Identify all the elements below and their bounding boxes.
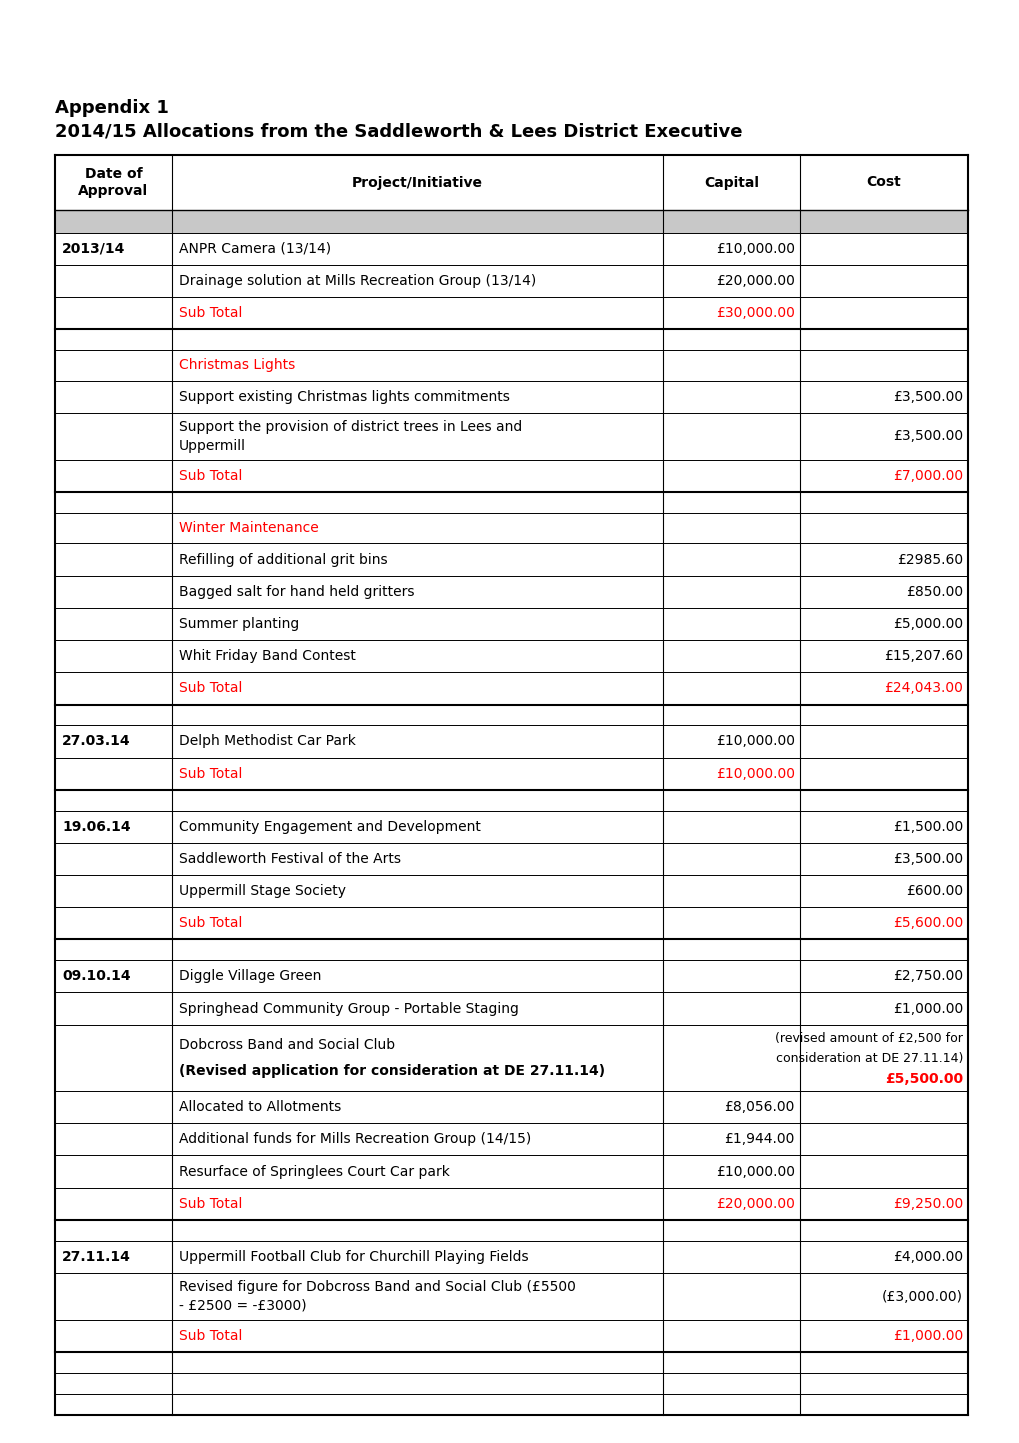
Text: Summer planting: Summer planting bbox=[178, 618, 299, 631]
Text: £600.00: £600.00 bbox=[905, 885, 962, 898]
Text: Sub Total: Sub Total bbox=[178, 306, 243, 320]
Text: Whit Friday Band Contest: Whit Friday Band Contest bbox=[178, 649, 356, 664]
Text: 27.03.14: 27.03.14 bbox=[62, 734, 130, 749]
Text: Allocated to Allotments: Allocated to Allotments bbox=[178, 1100, 341, 1114]
Text: £5,000.00: £5,000.00 bbox=[892, 618, 962, 631]
Text: £2,750.00: £2,750.00 bbox=[892, 970, 962, 983]
Text: (revised amount of £2,500 for: (revised amount of £2,500 for bbox=[774, 1032, 962, 1045]
Text: £7,000.00: £7,000.00 bbox=[892, 469, 962, 483]
Text: Uppermill: Uppermill bbox=[178, 439, 246, 453]
Text: Sub Total: Sub Total bbox=[178, 681, 243, 696]
Text: Saddleworth Festival of the Arts: Saddleworth Festival of the Arts bbox=[178, 851, 400, 866]
Text: Sub Total: Sub Total bbox=[178, 1196, 243, 1211]
Text: £15,207.60: £15,207.60 bbox=[883, 649, 962, 664]
Text: £20,000.00: £20,000.00 bbox=[715, 1196, 794, 1211]
Text: £5,500.00: £5,500.00 bbox=[884, 1072, 962, 1087]
Text: Winter Maintenance: Winter Maintenance bbox=[178, 521, 319, 535]
Text: £9,250.00: £9,250.00 bbox=[892, 1196, 962, 1211]
Text: Community Engagement and Development: Community Engagement and Development bbox=[178, 820, 480, 834]
Text: £24,043.00: £24,043.00 bbox=[883, 681, 962, 696]
Text: 27.11.14: 27.11.14 bbox=[62, 1250, 130, 1264]
Text: £10,000.00: £10,000.00 bbox=[715, 734, 794, 749]
Text: (Revised application for consideration at DE 27.11.14): (Revised application for consideration a… bbox=[178, 1063, 604, 1078]
Text: £4,000.00: £4,000.00 bbox=[892, 1250, 962, 1264]
Text: Appendix 1: Appendix 1 bbox=[55, 100, 169, 117]
Text: £10,000.00: £10,000.00 bbox=[715, 242, 794, 255]
Text: Sub Total: Sub Total bbox=[178, 916, 243, 931]
Text: Christmas Lights: Christmas Lights bbox=[178, 358, 294, 372]
Text: £10,000.00: £10,000.00 bbox=[715, 1165, 794, 1179]
Text: £3,500.00: £3,500.00 bbox=[892, 851, 962, 866]
Text: ANPR Camera (13/14): ANPR Camera (13/14) bbox=[178, 242, 331, 255]
Text: Additional funds for Mills Recreation Group (14/15): Additional funds for Mills Recreation Gr… bbox=[178, 1133, 531, 1146]
Text: 09.10.14: 09.10.14 bbox=[62, 970, 130, 983]
Text: Sub Total: Sub Total bbox=[178, 766, 243, 781]
Text: Dobcross Band and Social Club: Dobcross Band and Social Club bbox=[178, 1038, 394, 1052]
Text: consideration at DE 27.11.14): consideration at DE 27.11.14) bbox=[774, 1052, 962, 1065]
Bar bbox=[55, 211, 967, 232]
Text: - £2500 = -£3000): - £2500 = -£3000) bbox=[178, 1299, 307, 1313]
Text: Bagged salt for hand held gritters: Bagged salt for hand held gritters bbox=[178, 584, 414, 599]
Text: 2013/14: 2013/14 bbox=[62, 242, 125, 255]
Text: £1,944.00: £1,944.00 bbox=[723, 1133, 794, 1146]
Text: £5,600.00: £5,600.00 bbox=[892, 916, 962, 931]
Text: Diggle Village Green: Diggle Village Green bbox=[178, 970, 321, 983]
Text: Support the provision of district trees in Lees and: Support the provision of district trees … bbox=[178, 420, 522, 434]
Text: Capital: Capital bbox=[703, 176, 758, 189]
Text: £1,500.00: £1,500.00 bbox=[892, 820, 962, 834]
Text: £20,000.00: £20,000.00 bbox=[715, 274, 794, 289]
Text: Springhead Community Group - Portable Staging: Springhead Community Group - Portable St… bbox=[178, 1001, 519, 1016]
Text: £850.00: £850.00 bbox=[905, 584, 962, 599]
Text: £1,000.00: £1,000.00 bbox=[892, 1001, 962, 1016]
Text: Drainage solution at Mills Recreation Group (13/14): Drainage solution at Mills Recreation Gr… bbox=[178, 274, 536, 289]
Text: Sub Total: Sub Total bbox=[178, 469, 243, 483]
Text: Project/Initiative: Project/Initiative bbox=[352, 176, 483, 189]
Text: 2014/15 Allocations from the Saddleworth & Lees District Executive: 2014/15 Allocations from the Saddleworth… bbox=[55, 123, 742, 141]
Text: £1,000.00: £1,000.00 bbox=[892, 1329, 962, 1343]
Text: Cost: Cost bbox=[866, 176, 901, 189]
Text: £8,056.00: £8,056.00 bbox=[723, 1100, 794, 1114]
Text: Date of
Approval: Date of Approval bbox=[78, 167, 149, 198]
Text: Revised figure for Dobcross Band and Social Club (£5500: Revised figure for Dobcross Band and Soc… bbox=[178, 1280, 576, 1294]
Text: Resurface of Springlees Court Car park: Resurface of Springlees Court Car park bbox=[178, 1165, 449, 1179]
Text: £2985.60: £2985.60 bbox=[896, 553, 962, 567]
Text: £30,000.00: £30,000.00 bbox=[715, 306, 794, 320]
Text: Uppermill Football Club for Churchill Playing Fields: Uppermill Football Club for Churchill Pl… bbox=[178, 1250, 528, 1264]
Text: £3,500.00: £3,500.00 bbox=[892, 430, 962, 443]
Text: Support existing Christmas lights commitments: Support existing Christmas lights commit… bbox=[178, 390, 510, 404]
Text: Delph Methodist Car Park: Delph Methodist Car Park bbox=[178, 734, 356, 749]
Text: 19.06.14: 19.06.14 bbox=[62, 820, 130, 834]
Text: Uppermill Stage Society: Uppermill Stage Society bbox=[178, 885, 345, 898]
Text: Sub Total: Sub Total bbox=[178, 1329, 243, 1343]
Text: £3,500.00: £3,500.00 bbox=[892, 390, 962, 404]
Text: (£3,000.00): (£3,000.00) bbox=[881, 1290, 962, 1303]
Text: £10,000.00: £10,000.00 bbox=[715, 766, 794, 781]
Text: Refilling of additional grit bins: Refilling of additional grit bins bbox=[178, 553, 387, 567]
